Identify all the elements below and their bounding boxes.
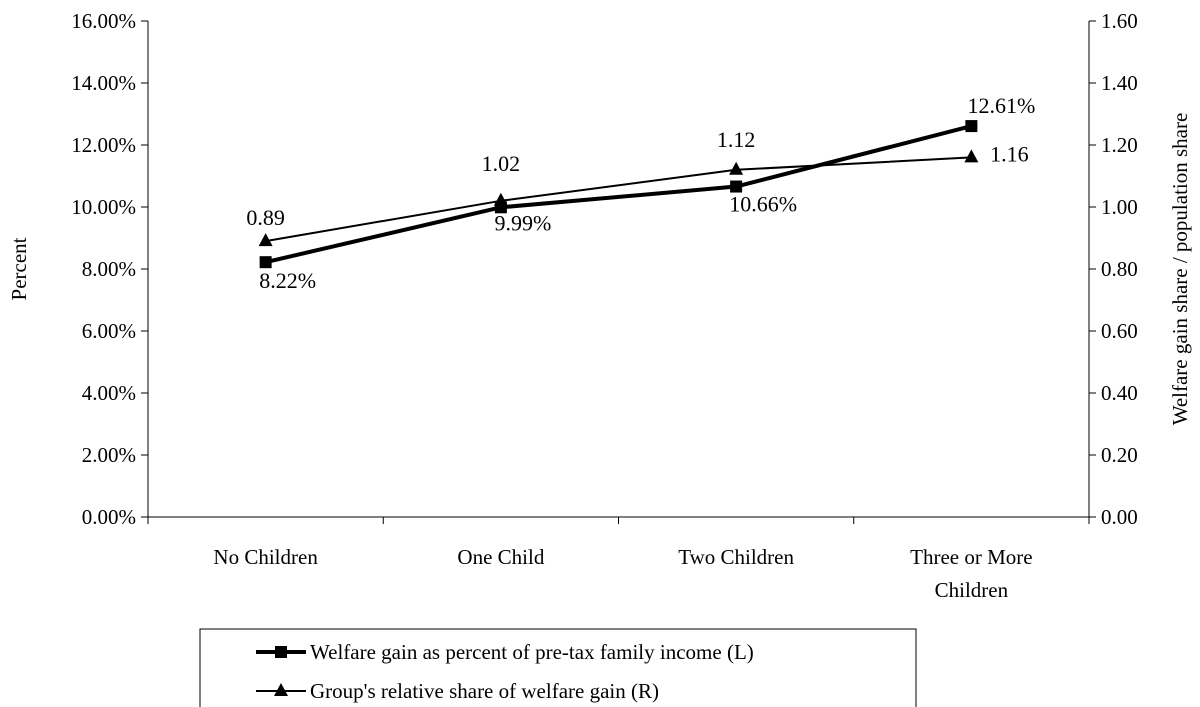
legend: Welfare gain as percent of pre-tax famil… xyxy=(199,628,917,707)
right-tick-label: 0.60 xyxy=(1101,319,1138,343)
legend-square-marker xyxy=(275,646,287,658)
right-tick-label: 0.20 xyxy=(1101,443,1138,467)
relative-share-point xyxy=(964,149,979,163)
left-axis-title: Percent xyxy=(7,237,31,300)
left-tick-label: 0.00% xyxy=(82,505,136,529)
left-tick-label: 8.00% xyxy=(82,257,136,281)
x-tick-label: Three or More xyxy=(910,545,1032,569)
relative-share-data-label: 0.89 xyxy=(246,205,285,230)
legend-entry-label: Welfare gain as percent of pre-tax famil… xyxy=(310,640,754,664)
legend-box xyxy=(199,628,917,707)
right-axis-title: Welfare gain share / population share xyxy=(1168,113,1192,426)
right-tick-label: 0.80 xyxy=(1101,257,1138,281)
left-tick-label: 14.00% xyxy=(71,71,136,95)
relative-share-point xyxy=(729,161,744,175)
x-tick-label: Two Children xyxy=(678,545,794,569)
x-tick-label: No Children xyxy=(213,545,318,569)
income-gain-data-label: 10.66% xyxy=(729,192,797,217)
data-labels: 8.22% 9.99% 10.66% 12.61% 0.89 1.02 1.12 1.16 xyxy=(246,93,1035,293)
legend-entry-label: Group's relative share of welfare gain (… xyxy=(310,679,659,703)
right-tick-label: 0.00 xyxy=(1101,505,1138,529)
left-tick-label: 6.00% xyxy=(82,319,136,343)
income-gain-data-label: 9.99% xyxy=(494,210,551,235)
right-tick-label: 0.40 xyxy=(1101,381,1138,405)
relative-share-point xyxy=(258,233,273,247)
income-gain-line xyxy=(265,124,972,265)
relative-share-data-label: 1.12 xyxy=(717,127,756,152)
left-tick-label: 2.00% xyxy=(82,443,136,467)
series-layer xyxy=(258,120,979,269)
income-gain-point xyxy=(259,256,272,269)
right-tick-label: 1.00 xyxy=(1101,195,1138,219)
income-gain-point xyxy=(730,180,743,193)
relative-share-data-label: 1.16 xyxy=(990,141,1029,166)
income-gain-data-label: 8.22% xyxy=(259,268,316,293)
income-gain-point xyxy=(965,120,978,133)
right-tick-label: 1.40 xyxy=(1101,71,1138,95)
x-tick-label: Children xyxy=(935,578,1009,602)
left-tick-label: 12.00% xyxy=(71,133,136,157)
axes: 0.00% 2.00% 4.00% 6.00% 8.00% 10.00% 12.00% 14.… xyxy=(7,9,1192,602)
left-tick-label: 10.00% xyxy=(71,195,136,219)
relative-share-point xyxy=(493,192,508,206)
income-gain-data-label: 12.61% xyxy=(967,93,1035,118)
right-tick-label: 1.20 xyxy=(1101,133,1138,157)
relative-share-data-label: 1.02 xyxy=(482,151,521,176)
left-tick-label: 4.00% xyxy=(82,381,136,405)
x-tick-label: One Child xyxy=(457,545,544,569)
relative-share-line xyxy=(265,156,972,243)
right-tick-label: 1.60 xyxy=(1101,9,1138,33)
left-tick-label: 16.00% xyxy=(71,9,136,33)
legend-triangle-marker xyxy=(274,683,288,696)
